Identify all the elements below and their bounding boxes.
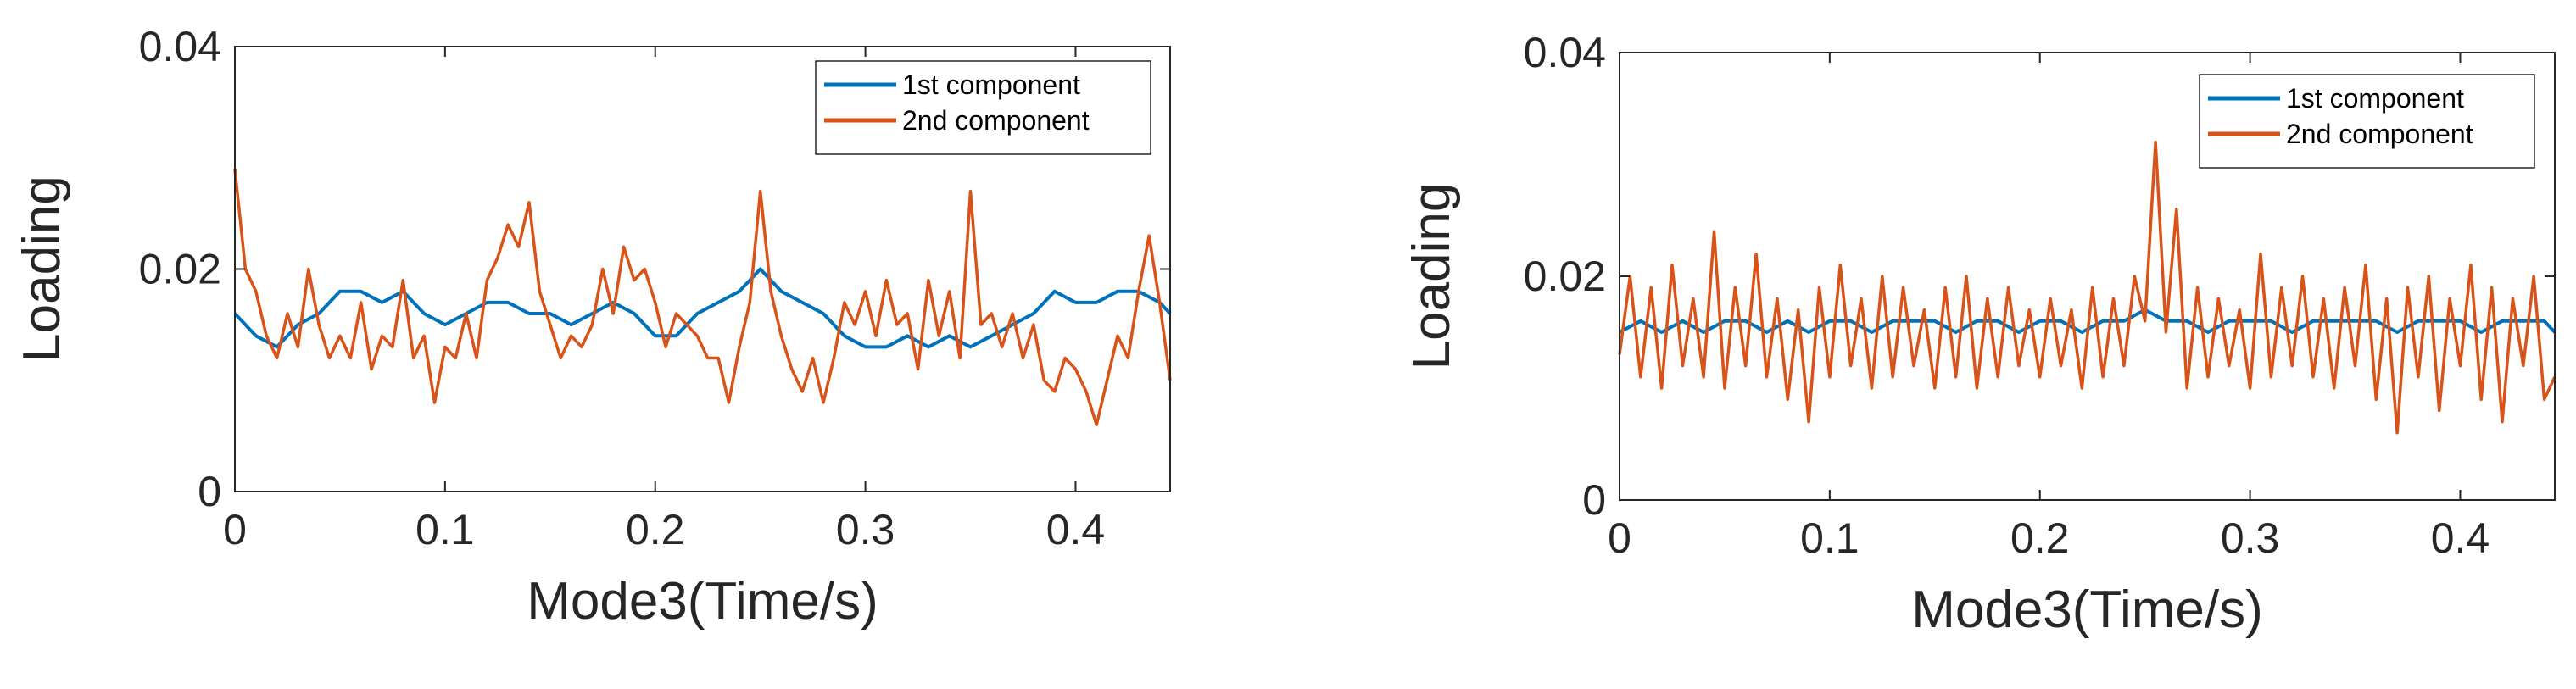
y-tick-label: 0.02: [139, 246, 221, 293]
x-tick-label: 0.3: [2221, 514, 2280, 562]
legend-entry-1: 1st component: [2286, 83, 2464, 114]
x-tick-label: 0.4: [2431, 514, 2490, 562]
x-axis-label: Mode3(Time/s): [1911, 581, 2263, 639]
x-tick-label: 0.1: [415, 506, 475, 553]
legend-entry-2: 2nd component: [902, 105, 1090, 136]
series-line-1st-component: [1619, 308, 2556, 334]
x-axis-label: Mode3(Time/s): [527, 572, 878, 631]
legend: 1st component 2nd component: [2199, 74, 2535, 169]
legend: 1st component 2nd component: [815, 60, 1151, 155]
chart-right: 0 0.1 0.2 0.3 0.4 0 0.02 0.04 Mode3(Time/s) Loadi…: [1402, 29, 2556, 639]
series-line-2nd-component: [233, 169, 1172, 427]
y-tick-label: 0.04: [1524, 29, 1606, 76]
y-axis-label: Loading: [1402, 183, 1461, 370]
y-tick-label: 0: [1582, 476, 1606, 524]
x-tick-label: 0.2: [2010, 514, 2070, 562]
legend-entry-2: 2nd component: [2286, 119, 2473, 149]
series-line-1st-component: [233, 267, 1172, 349]
series-line-2nd-component: [1618, 140, 2556, 435]
x-tick-label: 0: [223, 506, 247, 553]
x-tick-label: 0: [1608, 514, 1631, 562]
chart-left: 0 0.1 0.2 0.3 0.4 0 0.02 0.04 Mode3(Time/s) Loadi…: [13, 23, 1172, 631]
x-tick-label: 0.2: [626, 506, 685, 553]
legend-box: [815, 60, 1151, 155]
legend-entry-1: 1st component: [902, 69, 1080, 100]
y-tick-label: 0: [198, 468, 221, 515]
x-tick-label: 0.3: [836, 506, 895, 553]
y-axis-label: Loading: [13, 175, 71, 363]
legend-box: [2199, 74, 2535, 169]
y-tick-label: 0.04: [139, 23, 221, 70]
x-tick-label: 0.4: [1046, 506, 1106, 553]
y-tick-label: 0.02: [1524, 253, 1606, 300]
x-tick-label: 0.1: [1800, 514, 1860, 562]
